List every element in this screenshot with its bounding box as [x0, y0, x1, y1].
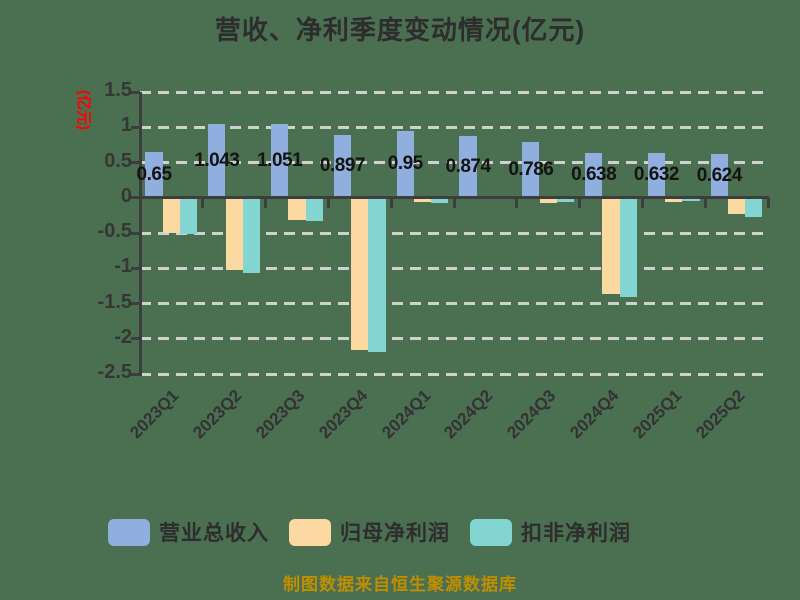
- x-tick-mark: [515, 197, 519, 208]
- gridline-1.5: [140, 90, 768, 94]
- legend-label-net-profit: 归母净利润: [340, 522, 450, 545]
- bar-扣非净利润-2023Q2: [242, 198, 261, 273]
- bar-value-label-2024Q2: 0.874: [445, 155, 492, 177]
- gridline--0.5: [140, 231, 768, 235]
- y-tick-label: -2.5: [97, 361, 132, 383]
- legend-item-revenue: 营业总收入: [108, 517, 269, 547]
- bar-扣非净利润-2023Q1: [180, 198, 198, 234]
- y-tick-mark: [131, 231, 140, 235]
- x-tick-mark: [326, 197, 330, 208]
- gridline--1.5: [140, 302, 768, 305]
- y-tick-label: 1.5: [104, 79, 132, 101]
- bar-归母净利润-2024Q3: [539, 198, 557, 203]
- bar-营业总收入-2023Q3: [271, 123, 289, 198]
- y-tick-mark: [131, 302, 140, 305]
- legend: 营业总收入 归母净利润 扣非净利润: [108, 517, 651, 547]
- y-tick-mark: [131, 90, 140, 94]
- bar-扣非净利润-2024Q3: [556, 198, 575, 203]
- bar-营业总收入-2025Q2: [710, 153, 728, 198]
- legend-item-net-profit: 归母净利润: [289, 517, 450, 547]
- y-tick-label: -2: [114, 325, 132, 348]
- bar-value-label-2025Q2: 0.624: [696, 164, 743, 186]
- bar-营业总收入-2024Q1: [396, 130, 414, 198]
- gridline-1: [140, 125, 768, 129]
- bar-营业总收入-2024Q3: [522, 142, 540, 198]
- bar-扣非净利润-2024Q4: [619, 198, 637, 298]
- y-tick-label: -0.5: [97, 220, 132, 242]
- bar-营业总收入-2025Q1: [647, 153, 666, 198]
- y-tick-label: -1.5: [97, 290, 132, 313]
- y-tick-mark: [131, 125, 140, 129]
- x-tick-mark: [201, 197, 205, 208]
- revenue-swatch-icon: [108, 518, 150, 546]
- x-tick-mark: [578, 197, 582, 208]
- data-source-note: 制图数据来自恒生聚源数据库: [283, 575, 517, 594]
- bar-营业总收入-2023Q2: [208, 124, 226, 198]
- bar-归母净利润-2023Q2: [225, 198, 243, 270]
- y-tick-mark: [131, 196, 140, 200]
- bar-value-label-2023Q2: 1.043: [194, 149, 240, 171]
- y-tick-label: 1: [120, 114, 132, 137]
- y-tick-mark: [131, 337, 140, 341]
- bar-归母净利润-2024Q4: [602, 198, 620, 294]
- y-tick-label: 0: [120, 184, 132, 207]
- x-tick-mark: [389, 197, 393, 208]
- net-profit-swatch-icon: [289, 518, 331, 546]
- gridline--1: [140, 266, 768, 270]
- gridline-0.5: [140, 161, 768, 164]
- bar-扣非净利润-2023Q4: [368, 198, 386, 353]
- bar-value-label-2023Q1: 0.65: [136, 163, 172, 185]
- x-tick-mark: [766, 197, 770, 208]
- bar-扣非净利润-2023Q3: [305, 198, 323, 221]
- chart-title: 营收、净利季度变动情况(亿元): [214, 15, 586, 45]
- bar-扣非净利润-2025Q1: [682, 198, 700, 201]
- legend-label-deducted-profit: 扣非净利润: [521, 522, 631, 545]
- bar-营业总收入-2023Q1: [145, 151, 163, 198]
- bar-扣非净利润-2025Q2: [745, 198, 763, 218]
- gridline--2: [140, 337, 768, 341]
- y-tick-mark: [131, 266, 140, 270]
- bar-value-label-2024Q4: 0.638: [571, 164, 617, 186]
- legend-item-deducted-profit: 扣非净利润: [470, 517, 631, 547]
- y-tick-label: 0.5: [104, 149, 132, 172]
- x-tick-mark: [452, 197, 456, 208]
- y-tick-label: -1: [114, 255, 132, 278]
- y-axis-line: [139, 92, 142, 376]
- x-tick-mark: [703, 197, 707, 208]
- legend-label-revenue: 营业总收入: [159, 522, 269, 545]
- x-tick-mark: [264, 197, 268, 208]
- bar-归母净利润-2023Q4: [351, 198, 369, 350]
- bar-归母净利润-2023Q1: [162, 198, 180, 233]
- y-tick-mark: [131, 161, 140, 164]
- gridline--2.5: [140, 372, 768, 376]
- bar-扣非净利润-2024Q1: [431, 198, 449, 203]
- bar-value-label-2024Q1: 0.95: [387, 153, 423, 175]
- x-tick-mark: [138, 197, 142, 208]
- x-tick-mark: [640, 197, 644, 208]
- bar-营业总收入-2024Q2: [459, 136, 477, 198]
- bar-营业总收入-2023Q4: [333, 134, 352, 198]
- deducted-profit-swatch-icon: [470, 518, 512, 546]
- bar-value-label-2025Q1: 0.632: [633, 164, 680, 186]
- bar-归母净利润-2023Q3: [288, 198, 306, 220]
- bar-归母净利润-2025Q2: [727, 198, 746, 215]
- bar-营业总收入-2024Q4: [585, 152, 603, 198]
- bar-value-label-2023Q3: 1.051: [257, 149, 303, 171]
- y-tick-mark: [131, 372, 140, 376]
- bar-归母净利润-2024Q1: [413, 198, 432, 203]
- bar-归母净利润-2025Q1: [665, 198, 683, 202]
- bar-value-label-2023Q4: 0.897: [319, 155, 366, 177]
- bar-value-label-2024Q3: 0.786: [508, 159, 554, 181]
